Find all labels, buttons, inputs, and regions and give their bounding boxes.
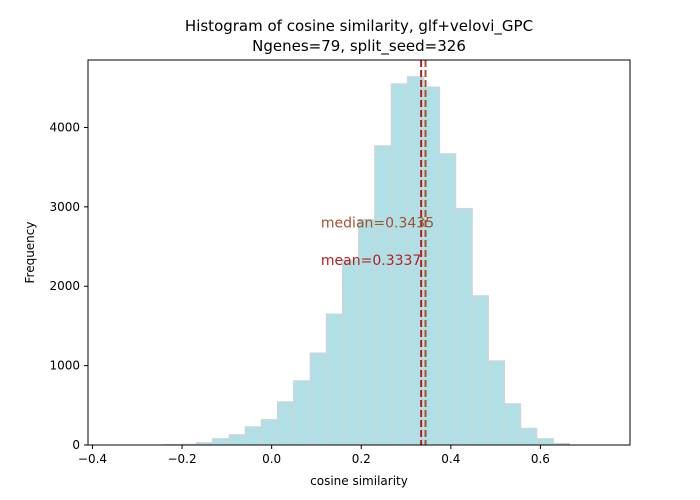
- histogram-bar: [504, 403, 522, 446]
- chart-subtitle: Ngenes=79, split_seed=326: [252, 37, 466, 56]
- histogram-bar: [293, 380, 311, 446]
- y-tick-label: 0: [72, 438, 80, 452]
- y-tick-label: 1000: [49, 359, 80, 373]
- x-tick-label: 0.6: [531, 452, 550, 466]
- histogram-bar: [374, 145, 392, 446]
- plot-frame: [87, 59, 631, 446]
- histogram-bar: [471, 295, 489, 446]
- y-axis-ticks: 0 1000 2000 3000 4000: [49, 120, 88, 452]
- median-annotation: median=0.3435: [321, 216, 434, 232]
- x-tick-label: −0.2: [167, 452, 196, 466]
- y-tick-label: 4000: [49, 120, 80, 134]
- x-axis-label: cosine similarity: [310, 474, 408, 488]
- histogram-bar: [341, 259, 360, 446]
- y-tick-label: 3000: [49, 200, 80, 214]
- x-tick-label: −0.4: [78, 452, 107, 466]
- histogram-bar: [212, 438, 230, 446]
- histogram-bar: [276, 401, 295, 446]
- x-tick-label: 0.4: [441, 452, 460, 466]
- histogram-bar: [260, 419, 278, 446]
- histogram-bars: [163, 76, 571, 446]
- histogram-bar: [455, 207, 473, 446]
- histogram-bar: [244, 426, 262, 446]
- x-tick-label: 0.2: [352, 452, 371, 466]
- annotations: median=0.3435 mean=0.3337: [321, 216, 434, 269]
- histogram-bar: [536, 438, 554, 446]
- histogram-bar: [325, 313, 343, 446]
- mean-annotation: mean=0.3337: [321, 253, 421, 269]
- histogram-bar: [309, 352, 327, 446]
- histogram-bar: [228, 434, 246, 446]
- x-axis-ticks: −0.4 −0.2 0.0 0.2 0.4 0.6: [78, 445, 550, 466]
- y-axis-label: Frequency: [23, 222, 37, 284]
- histogram-bar: [439, 153, 457, 446]
- reference-lines: [420, 60, 427, 445]
- chart-title: Histogram of cosine similarity, glf+velo…: [185, 17, 533, 36]
- y-tick-label: 2000: [49, 279, 80, 293]
- x-tick-label: 0.0: [262, 452, 281, 466]
- histogram-bar: [520, 427, 538, 446]
- histogram-bar: [487, 360, 506, 446]
